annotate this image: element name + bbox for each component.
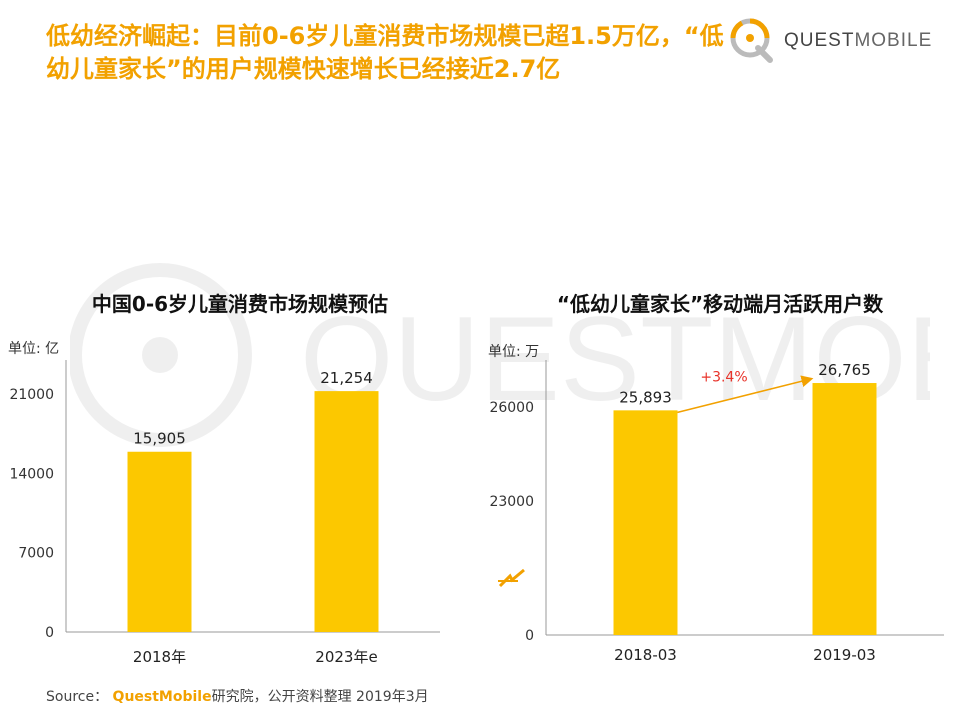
chart2-value-label: 26,765 xyxy=(818,361,871,379)
chart2-unit-label: 单位: 万 xyxy=(488,344,540,360)
logo-text-bold: QUEST xyxy=(784,30,855,51)
chart1-y-tick-label: 0 xyxy=(45,625,54,641)
chart2-category-label: 2019-03 xyxy=(813,646,876,664)
source-rest: 研究院，公开资料整理 2019年3月 xyxy=(211,689,429,705)
chart1-y-tick-label: 7000 xyxy=(18,546,54,562)
chart2-y-tick-label: 23000 xyxy=(489,494,534,510)
logo-text-light: MOBILE xyxy=(854,30,933,51)
chart2-y-tick-label: 26000 xyxy=(489,400,534,416)
source-brand: QuestMobile xyxy=(112,689,212,705)
chart1-y-tick-label: 14000 xyxy=(9,466,54,482)
chart2-value-label: 25,893 xyxy=(619,388,672,406)
chart1-y-tick-label: 21000 xyxy=(9,387,54,403)
questmobile-logo-icon xyxy=(730,18,773,63)
chart1-unit-label: 单位: 亿 xyxy=(8,341,60,357)
chart2-category-label: 2018-03 xyxy=(614,646,677,664)
chart2-title: “低幼儿童家长”移动端月活跃用户数 xyxy=(556,292,884,316)
chart1-category-label: 2023年e xyxy=(315,648,377,666)
growth-arrow xyxy=(677,375,814,414)
chart2-bar xyxy=(812,383,877,635)
brand-logo: QUESTMOBILE xyxy=(728,16,931,64)
logo-text: QUESTMOBILE xyxy=(784,30,932,52)
chart1-bar xyxy=(314,391,379,632)
chart1-value-label: 15,905 xyxy=(133,430,186,448)
chart2-bar xyxy=(613,410,678,635)
source-note: Source： QuestMobile研究院，公开资料整理 2019年3月 xyxy=(46,686,429,706)
chart1-value-label: 21,254 xyxy=(320,369,373,387)
chart2-plot: 0 23000 26000 25,893 2018-03 26,765 2019-03 +3.… xyxy=(489,360,944,664)
chart1-bar xyxy=(127,451,192,632)
chart1-category-label: 2018年 xyxy=(133,648,186,666)
axis-break-icon xyxy=(498,568,525,588)
chart2-y-tick-label: 0 xyxy=(525,628,534,644)
chart1-title: 中国0-6岁儿童消费市场规模预估 xyxy=(91,292,389,316)
chart1-plot: 0 7000 14000 21000 15,905 2018年 21,254 2023年e xyxy=(9,360,440,666)
growth-label: +3.4% xyxy=(700,370,747,386)
page-title: 低幼经济崛起：目前0-6岁儿童消费市场规模已超1.5万亿，“低幼儿童家长”的用户… xyxy=(46,22,724,83)
source-label: Source： xyxy=(46,689,109,705)
